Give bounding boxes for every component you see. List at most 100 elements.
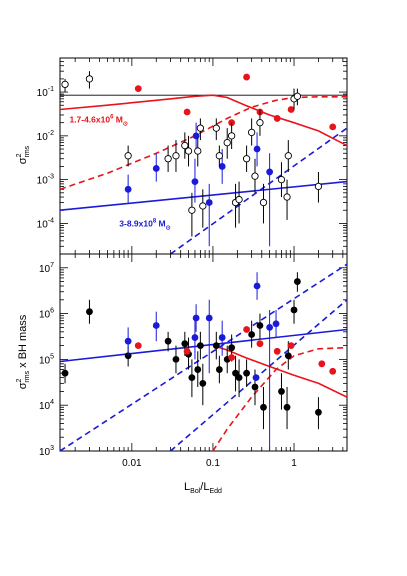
y-tick-label: 105 xyxy=(39,353,54,366)
data-point xyxy=(293,92,302,100)
data-point xyxy=(256,322,264,329)
data-point xyxy=(278,388,285,395)
data-point xyxy=(253,145,261,153)
data-point xyxy=(183,108,191,116)
data-point xyxy=(191,334,199,341)
data-point xyxy=(172,152,180,160)
data-point xyxy=(164,155,172,163)
data-point xyxy=(251,172,259,180)
top-panel: 10-4 10-3 10-2 10-1 1.7-4.6x106 M⊙ 3-8.9x108 … xyxy=(37,57,348,255)
data-point xyxy=(266,323,274,331)
data-point xyxy=(181,141,189,150)
data-point xyxy=(152,165,160,172)
data-point xyxy=(215,152,224,160)
data-point xyxy=(242,155,251,163)
data-point xyxy=(277,175,286,184)
y-axis-label-bottom: σ2rms x BH mass xyxy=(16,314,31,389)
data-point xyxy=(85,75,94,83)
plot-frame xyxy=(59,57,348,255)
data-point xyxy=(228,344,236,352)
data-point xyxy=(256,119,264,127)
model-curve xyxy=(169,299,347,451)
x-tick-label: 0.01 xyxy=(122,458,142,469)
y-tick-label: 10-1 xyxy=(37,86,54,99)
data-point xyxy=(192,132,200,140)
data-point xyxy=(283,193,291,201)
data-point xyxy=(124,337,132,345)
data-point xyxy=(191,178,199,186)
data-point xyxy=(273,347,281,355)
data-point xyxy=(194,366,202,373)
data-point xyxy=(260,403,267,411)
data-point xyxy=(314,182,323,191)
x-tick-label: 0.1 xyxy=(206,458,220,469)
data-point xyxy=(283,403,291,411)
data-point xyxy=(247,128,256,137)
data-point xyxy=(188,206,196,214)
data-point xyxy=(235,374,243,382)
data-point xyxy=(228,354,236,361)
data-point xyxy=(243,369,250,377)
data-point xyxy=(183,347,191,355)
data-point xyxy=(196,342,204,350)
bottom-panel: 103 104 105 106 107 0.01 0.1 1 xyxy=(39,253,348,469)
x-axis-label: LBol/LEdd xyxy=(184,481,222,495)
y-tick-label: 104 xyxy=(39,399,54,412)
data-point xyxy=(134,85,142,92)
data-point xyxy=(218,163,226,170)
y-axis-label-top: σ2rms xyxy=(16,145,31,164)
data-point xyxy=(290,306,298,314)
data-point xyxy=(318,360,326,368)
data-point xyxy=(61,369,69,377)
model-curve xyxy=(60,96,347,191)
data-point xyxy=(205,314,213,322)
mass-range-label: 1.7-4.6x106 M⊙ xyxy=(69,115,127,128)
data-point xyxy=(284,352,292,360)
data-point xyxy=(124,152,132,160)
data-point xyxy=(152,322,160,329)
data-point xyxy=(212,124,220,132)
data-point xyxy=(184,147,193,155)
data-point xyxy=(259,198,268,207)
y-tick-label: 10-4 xyxy=(37,217,54,230)
model-curve xyxy=(212,346,347,451)
data-point xyxy=(61,80,69,89)
data-point xyxy=(124,185,132,193)
data-point xyxy=(253,282,261,290)
model-curve xyxy=(60,263,347,451)
data-point xyxy=(199,379,207,387)
data-point xyxy=(315,408,322,416)
data-point xyxy=(252,374,260,382)
data-point xyxy=(287,106,295,113)
y-tick-label: 107 xyxy=(39,262,54,275)
data-point xyxy=(134,342,142,350)
data-point xyxy=(86,308,93,316)
data-point xyxy=(188,374,196,382)
y-tick-label: 103 xyxy=(39,445,54,458)
mass-range-label: 3-8.9x108 M⊙ xyxy=(119,218,170,231)
data-point xyxy=(266,168,274,176)
data-point xyxy=(243,73,250,81)
model-curve xyxy=(60,94,347,147)
data-point xyxy=(284,152,292,160)
data-point xyxy=(172,355,180,363)
data-point xyxy=(243,326,250,333)
data-point xyxy=(196,124,205,132)
data-point xyxy=(235,195,243,204)
data-point xyxy=(256,340,264,348)
data-point xyxy=(218,334,226,341)
model-curve xyxy=(170,127,347,254)
data-point xyxy=(215,366,223,373)
y-tick-label: 10-3 xyxy=(37,174,54,187)
x-tick-label: 1 xyxy=(291,458,297,469)
data-point xyxy=(212,342,220,350)
data-point xyxy=(205,199,213,206)
y-tick-label: 10-2 xyxy=(37,130,54,143)
axis-labels: σ2rms σ2rms x BH mass LBol/LEdd xyxy=(16,145,222,495)
data-point xyxy=(287,342,295,350)
data-point xyxy=(329,123,337,131)
data-point xyxy=(293,278,301,285)
data-point xyxy=(223,138,231,147)
data-point xyxy=(181,340,189,348)
